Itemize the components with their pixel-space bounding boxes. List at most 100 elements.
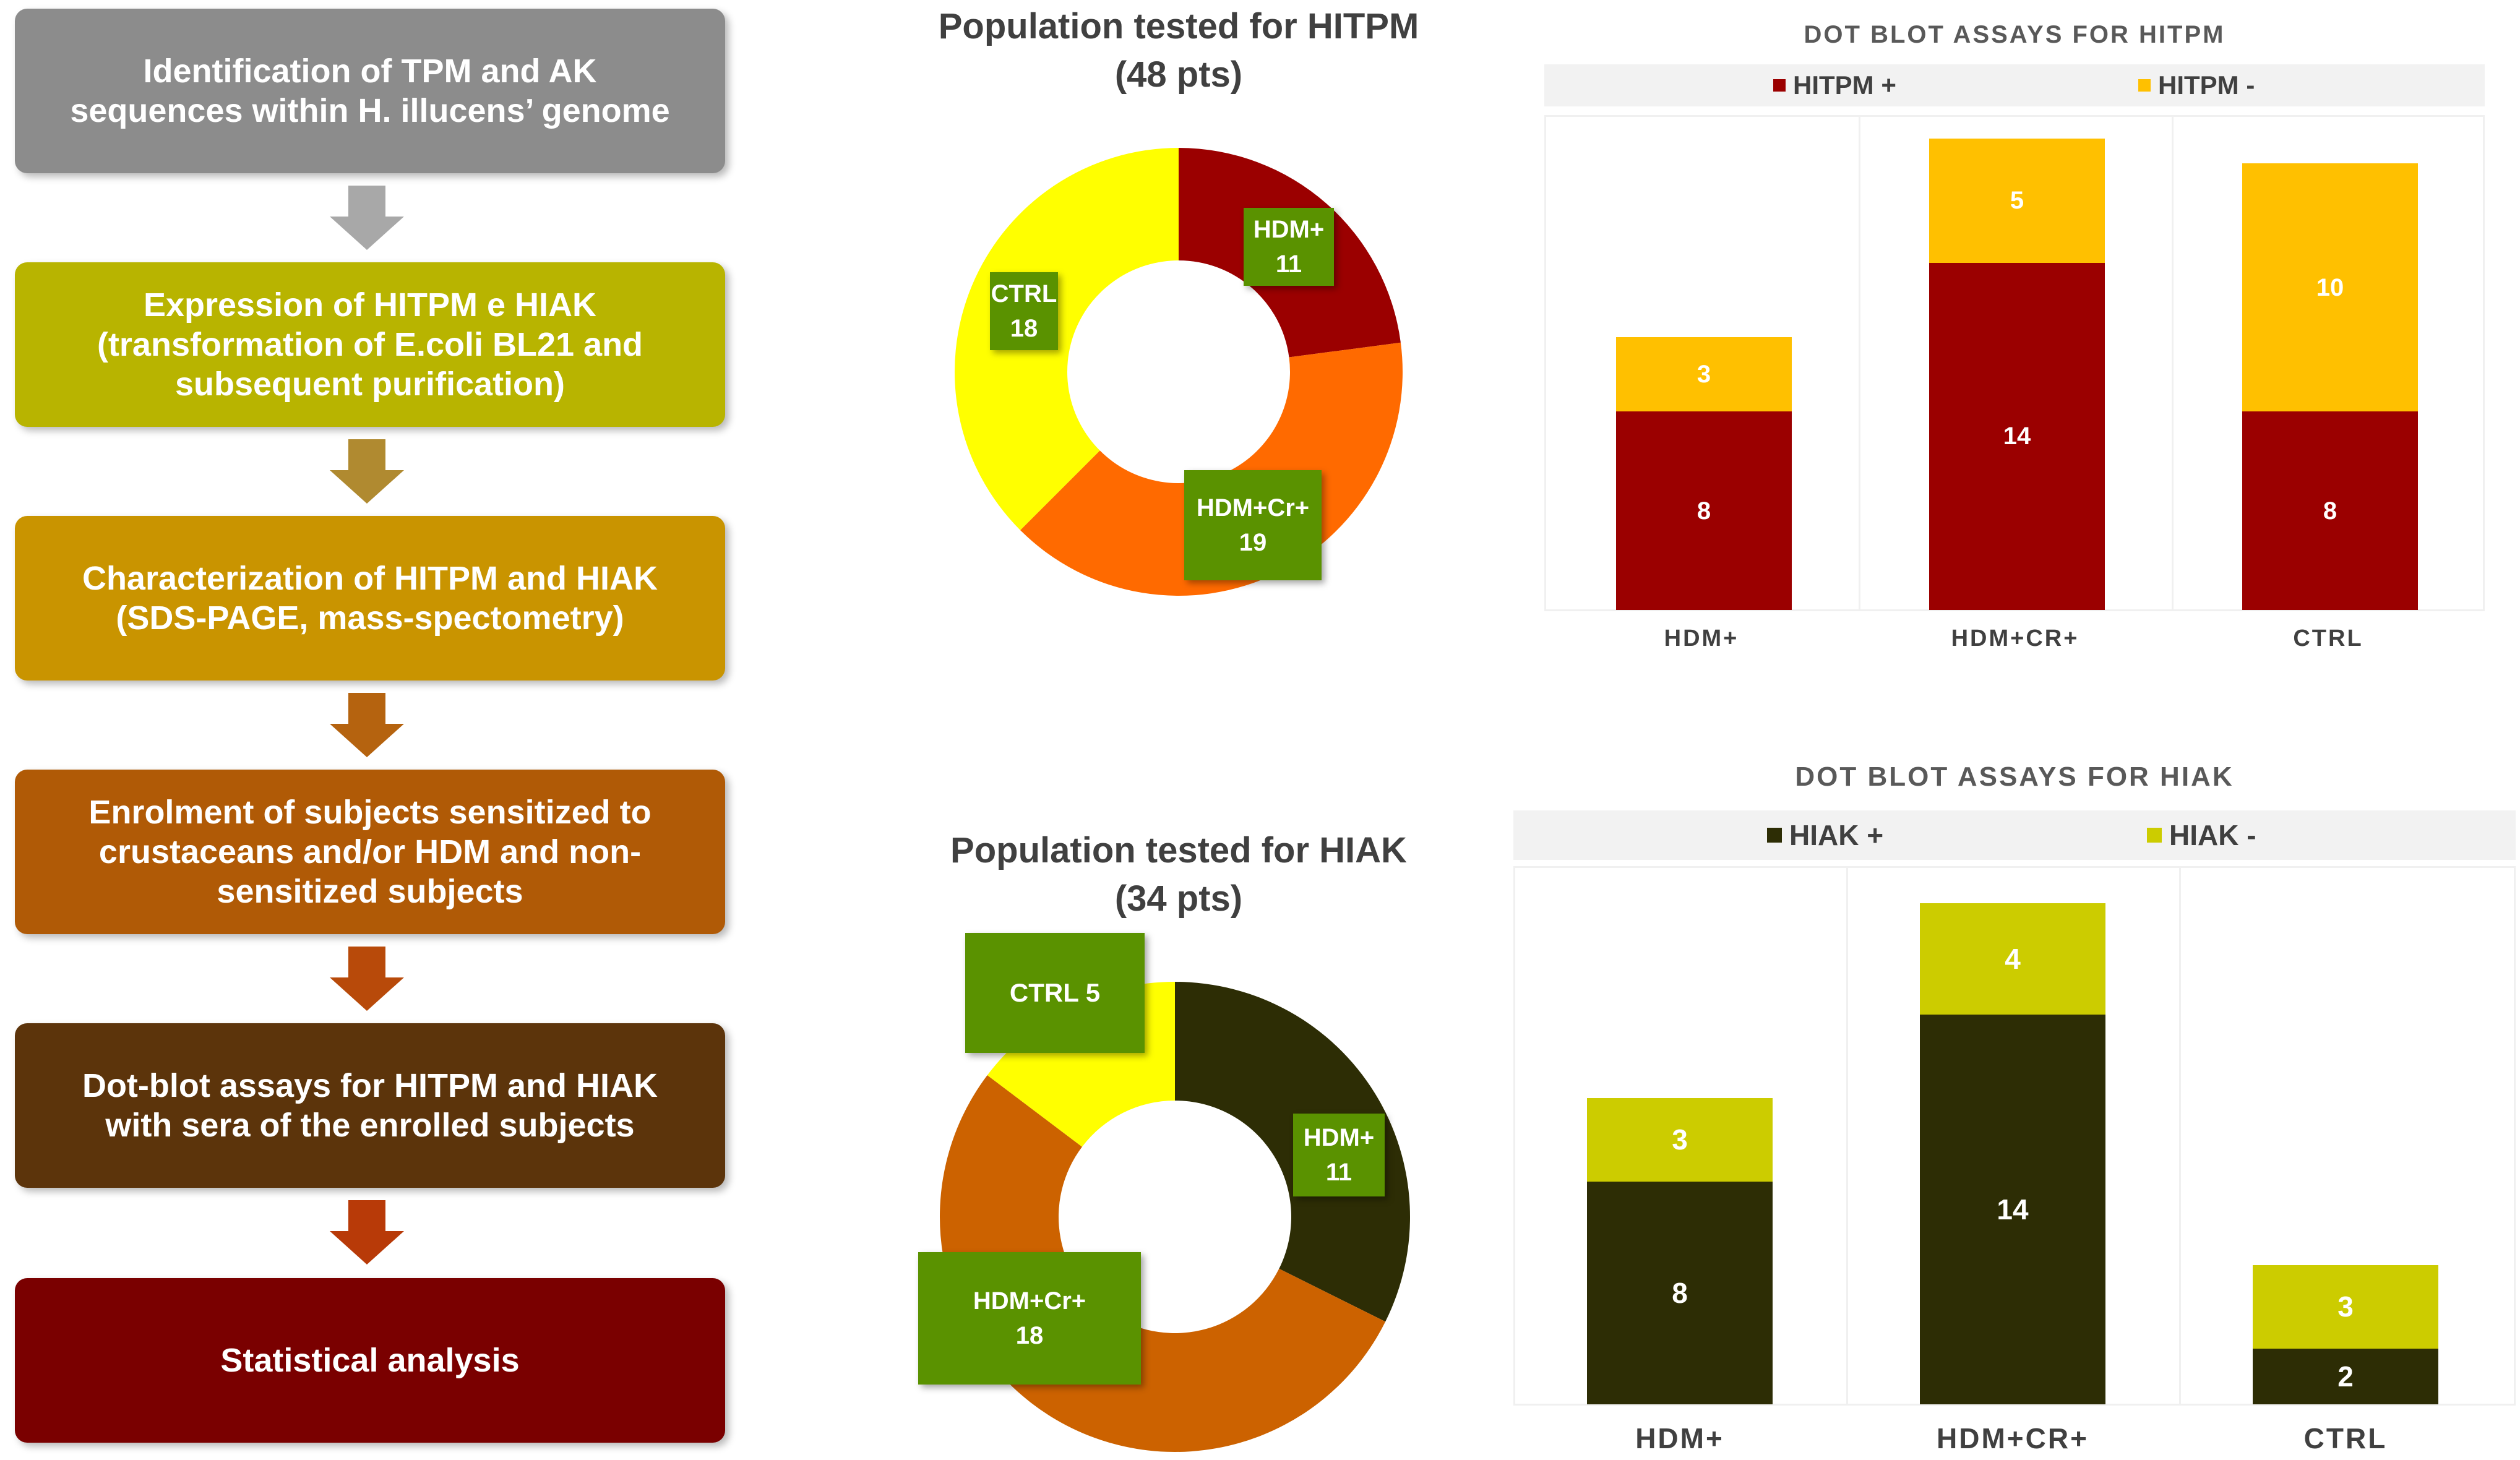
slice-label-value: 11 [1325, 1159, 1352, 1186]
step-line: Expression of HITPM e HIAK [143, 286, 597, 324]
bar-positive-hdm [1587, 1182, 1773, 1404]
flow-step-enrolment: Enrolment of subjects sensitized to crus… [15, 770, 725, 934]
down-arrow-icon [330, 947, 404, 1011]
down-arrow-icon [330, 693, 404, 757]
legend-label: HITPM - [2158, 71, 2255, 100]
slice-label-ctrl: CTRL 5 [965, 933, 1145, 1053]
donut-hiak-title: Population tested for HIAK (34 pts) [879, 827, 1479, 923]
slice-label-name: HDM+Cr+ [1196, 494, 1310, 522]
bar-positive-hdm-cr [1920, 1015, 2105, 1404]
legend-swatch [2138, 79, 2151, 92]
slice-label-name: HDM+ [1253, 216, 1325, 243]
bar-value-label: 3 [1696, 361, 1711, 388]
bar-negative-ctrl [2253, 1265, 2438, 1349]
step-line: (transformation of E.coli BL21 and [97, 326, 643, 363]
step-line: Characterization of HITPM and HIAK [82, 560, 658, 597]
slice-label-hdm: HDM+ 11 [1244, 208, 1334, 286]
bar-positive-ctrl [2242, 411, 2418, 610]
bar-value-label: 14 [2003, 423, 2031, 450]
bar-negative-hdm [1587, 1098, 1773, 1182]
legend-entry-hitpm-negative: HITPM - [2138, 67, 2255, 104]
x-label-hdm-cr: HDM+CR+ [1937, 1422, 2089, 1454]
donut-title-line: (34 pts) [1114, 878, 1243, 919]
slice-label-value: 18 [1010, 315, 1038, 342]
bar-value-label: 3 [1672, 1123, 1688, 1156]
x-label-ctrl: CTRL [2303, 1422, 2388, 1454]
slice-label-ctrl: CTRL 18 [990, 272, 1058, 350]
legend-swatch [1773, 79, 1786, 92]
bar-positive-ctrl [2253, 1349, 2438, 1404]
bar-negative-hdm-cr [1920, 903, 2105, 1015]
flow-step-statistical-analysis: Statistical analysis [15, 1278, 725, 1443]
bar-negative-ctrl [2242, 163, 2418, 412]
step-line: subsequent purification) [174, 366, 565, 403]
x-label-hdm: HDM+ [1635, 1422, 1724, 1454]
bar-value-label: 14 [1997, 1193, 2029, 1226]
legend-label: HIAK + [1789, 819, 1884, 851]
bar-chart-hiak-title: DOT BLOT ASSAYS FOR HIAK [1795, 762, 2234, 792]
gridline [1859, 115, 1860, 611]
step-line: Statistical analysis [220, 1342, 520, 1379]
gridline [1846, 866, 1848, 1406]
slice-label-name: HDM+Cr+ [973, 1287, 1086, 1315]
bar-positive-hdm [1616, 411, 1792, 610]
down-arrow-icon [330, 439, 404, 504]
bar-value-label: 3 [2337, 1290, 2354, 1323]
slice-label-hdm: HDM+ 11 [1293, 1114, 1385, 1196]
bar-value-label: 10 [2316, 273, 2344, 301]
step-line: sensitized subjects [217, 873, 523, 910]
bar-negative-hdm-cr [1929, 139, 2105, 263]
gridline [2179, 866, 2181, 1406]
slice-label-name: CTRL [991, 280, 1057, 307]
slice-label-value: 11 [1275, 251, 1302, 278]
donut-slice-ctrl [955, 148, 1179, 530]
donut-title-line: Population tested for HITPM [938, 6, 1419, 46]
x-label-ctrl: CTRL [2293, 625, 2363, 651]
legend-entry-hiak-negative: HIAK - [2147, 817, 2256, 854]
legend-entry-hiak-positive: HIAK + [1767, 817, 1883, 854]
bar-negative-hdm [1616, 337, 1792, 412]
step-line: Identification of TPM and AK [143, 53, 597, 90]
slice-label-text: CTRL 5 [1009, 978, 1101, 1007]
donut-chart-hitpm [955, 148, 1403, 596]
bar-value-label: 5 [2010, 187, 2024, 215]
down-arrow-icon [330, 1200, 404, 1265]
legend-entry-hitpm-positive: HITPM + [1773, 67, 1896, 104]
step-line: crustaceans and/or HDM and non- [98, 833, 642, 870]
down-arrow-icon [330, 186, 404, 250]
legend-hiak [1513, 810, 2516, 860]
bar-value-label: 4 [2005, 942, 2021, 975]
bar-value-label: 8 [1696, 497, 1711, 525]
slice-label-hdm-cr: HDM+Cr+ 19 [1184, 470, 1322, 580]
donut-slice-hdm [1175, 982, 1410, 1322]
legend-swatch [2147, 828, 2162, 843]
x-label-hdm-cr: HDM+CR+ [1951, 625, 2079, 651]
legend-swatch [1767, 828, 1782, 843]
plot-area-hitpm [1544, 115, 2485, 611]
legend-label: HIAK - [2169, 819, 2256, 851]
gridline [2172, 115, 2174, 611]
donut-title-line: Population tested for HIAK [950, 830, 1407, 870]
step-line: (SDS-PAGE, mass-spectometry) [116, 599, 624, 637]
flow-step-characterization: Characterization of HITPM and HIAK (SDS-… [15, 516, 725, 681]
bar-value-label: 8 [2323, 497, 2337, 525]
legend-hitpm [1544, 64, 2485, 106]
slice-label-value: 19 [1239, 529, 1267, 556]
bar-chart-hitpm-title: DOT BLOT ASSAYS FOR HITPM [1804, 21, 2225, 48]
plot-area-hiak [1513, 866, 2516, 1406]
flow-step-dot-blot: Dot-blot assays for HITPM and HIAK with … [15, 1023, 725, 1188]
step-line: Enrolment of subjects sensitized to [88, 794, 652, 831]
x-label-hdm: HDM+ [1664, 625, 1739, 651]
flow-step-identification: Identification of TPM and AK sequences w… [15, 9, 725, 173]
slice-label-value: 18 [1015, 1322, 1044, 1349]
bar-positive-hdm-cr [1929, 262, 2105, 610]
step-line: with sera of the enrolled subjects [105, 1107, 635, 1144]
flow-step-expression: Expression of HITPM e HIAK (transformati… [15, 262, 725, 427]
slice-label-name: HDM+ [1303, 1124, 1375, 1151]
legend-label: HITPM + [1793, 71, 1896, 100]
donut-title-line: (48 pts) [1114, 54, 1243, 95]
step-line: sequences within H. illucens’ genome [70, 92, 670, 129]
slice-label-hdm-cr: HDM+Cr+ 18 [918, 1252, 1141, 1385]
bar-value-label: 8 [1672, 1276, 1688, 1309]
bar-value-label: 2 [2337, 1360, 2354, 1393]
